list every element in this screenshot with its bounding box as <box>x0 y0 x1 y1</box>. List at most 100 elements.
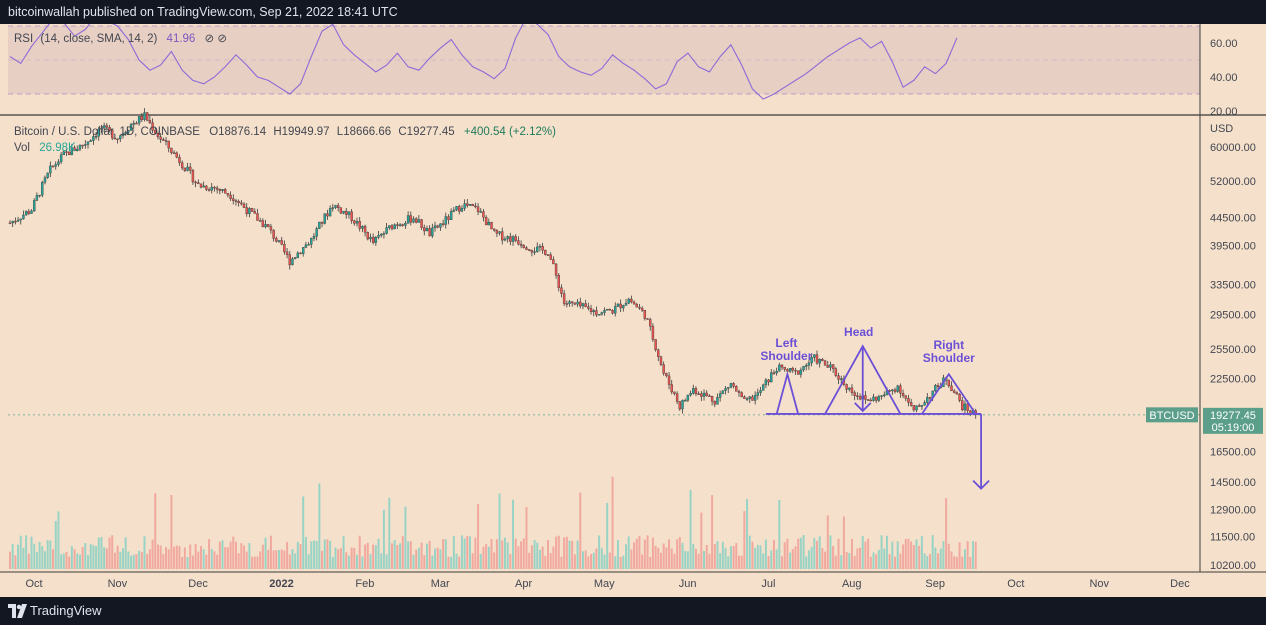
volume-bar <box>353 547 356 569</box>
price-axis: 60000.00 52000.00 44500.00 39500.00 33500.00… <box>1210 142 1256 572</box>
candle <box>509 236 512 242</box>
candle <box>858 396 862 400</box>
volume-bar <box>361 556 364 569</box>
candle <box>73 147 76 152</box>
candle <box>449 211 453 220</box>
candle <box>458 206 461 212</box>
volume-value: 26.98K <box>39 142 76 154</box>
volume-bar <box>560 556 563 569</box>
time-tick-label: Oct <box>25 578 42 590</box>
candle <box>702 392 706 397</box>
volume-bar <box>329 540 332 569</box>
candle <box>129 124 133 131</box>
candle <box>283 244 286 253</box>
volume-bar <box>880 535 883 569</box>
volume-bar <box>167 549 170 569</box>
volume-bar <box>323 539 326 569</box>
volume-bar <box>530 545 533 569</box>
volume-bar <box>315 541 318 569</box>
candle <box>778 364 781 372</box>
publisher-bar: bitcoinwallah published on TradingView.c… <box>0 0 1266 24</box>
candle <box>140 116 144 120</box>
candle <box>296 252 300 258</box>
right-shoulder-shape <box>921 372 977 415</box>
volume-bar <box>668 539 671 569</box>
volume-bar <box>318 483 321 569</box>
volume-bar <box>888 554 891 569</box>
left-shoulder-label: Left <box>775 336 797 350</box>
candle <box>116 138 119 140</box>
volume-bar <box>105 548 108 569</box>
volume-bar <box>92 545 95 569</box>
volume-bar <box>337 549 340 569</box>
candle <box>334 205 337 208</box>
chart-panel[interactable]: 60.00 40.00 20.00 RSI (14, close, SMA, 14,… <box>0 15 1266 597</box>
volume-bar <box>321 550 324 569</box>
volume-bar <box>834 555 837 569</box>
volume-bar <box>592 552 595 569</box>
candle <box>670 384 673 393</box>
footer-bar: TradingView <box>0 597 1266 625</box>
candle <box>374 237 378 243</box>
candle <box>428 228 431 237</box>
volume-bar <box>923 553 926 569</box>
volume-bar <box>95 546 98 569</box>
volume-bar <box>132 554 135 569</box>
volume-bar <box>259 551 262 569</box>
candle <box>692 388 695 394</box>
volume-bar <box>544 555 547 569</box>
candle <box>78 144 82 150</box>
volume-bar <box>477 504 480 569</box>
volume-bar <box>62 553 65 569</box>
candle <box>721 390 725 394</box>
footer-brand[interactable]: TradingView <box>30 603 102 618</box>
volume-bar <box>342 536 345 569</box>
candle <box>215 187 219 190</box>
candle <box>710 396 714 402</box>
candle <box>463 203 466 209</box>
volume-bar <box>848 553 851 569</box>
candle <box>350 211 353 221</box>
volume-bar <box>76 553 79 569</box>
candle <box>966 403 969 411</box>
volume-bar <box>450 556 453 569</box>
candle <box>342 210 345 214</box>
volume-bar <box>388 497 391 569</box>
candle <box>748 396 751 399</box>
volume-bar <box>291 549 294 569</box>
volume-bar <box>789 552 792 569</box>
volume-label: Vol <box>14 142 30 154</box>
candle <box>175 152 178 158</box>
volume-bar <box>697 553 700 569</box>
candle <box>180 162 184 169</box>
volume-bar <box>872 552 875 569</box>
volume-bar <box>767 555 770 569</box>
candle <box>872 396 875 401</box>
time-axis: Oct Nov Dec 2022 Feb Mar Apr May Jun Jul Aug Sep Oct… <box>25 578 1190 590</box>
candle <box>883 394 886 397</box>
candle <box>482 211 485 218</box>
chart-svg[interactable]: 60.00 40.00 20.00 RSI (14, close, SMA, 14,… <box>0 15 1266 597</box>
candle <box>807 362 811 366</box>
volume-bar <box>415 549 418 569</box>
volume-bar <box>581 551 584 569</box>
candle <box>638 306 641 309</box>
candle <box>901 393 905 396</box>
rsi-name: RSI <box>14 33 33 45</box>
candle <box>328 208 332 217</box>
volume-bar <box>520 541 523 569</box>
candle <box>961 400 964 411</box>
volume-bar <box>404 506 407 569</box>
price-tick-label: 44500.00 <box>1210 212 1256 224</box>
candle <box>471 204 474 207</box>
candle <box>320 221 324 224</box>
volume-bar <box>296 541 299 569</box>
volume-bar <box>598 535 601 569</box>
time-tick-label: May <box>594 578 615 590</box>
tradingview-logo-icon[interactable] <box>8 604 28 618</box>
volume-bar <box>762 553 765 569</box>
volume-bar <box>740 555 743 569</box>
volume-bar <box>783 542 786 569</box>
volume-bar <box>240 543 243 569</box>
volume-bar <box>199 546 202 569</box>
